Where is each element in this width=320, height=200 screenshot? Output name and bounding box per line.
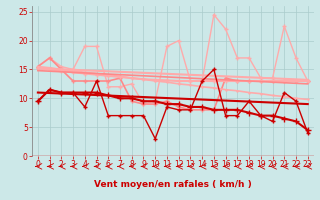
X-axis label: Vent moyen/en rafales ( km/h ): Vent moyen/en rafales ( km/h )	[94, 180, 252, 189]
